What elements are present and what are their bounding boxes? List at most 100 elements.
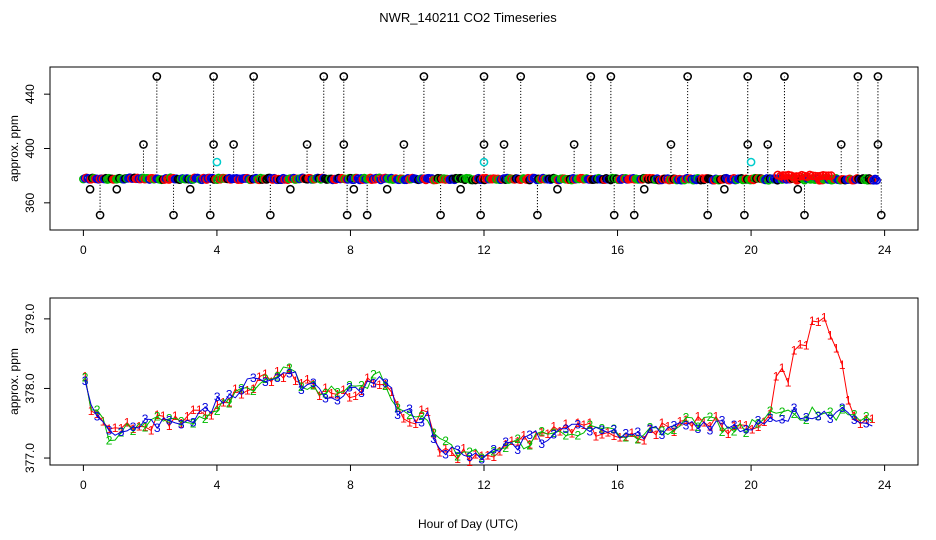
series-1-point: 1 (328, 386, 335, 400)
data-point (872, 175, 881, 185)
series-1-point: 1 (322, 381, 329, 395)
series-2-point: 2 (430, 426, 437, 440)
series-1-point: 1 (208, 408, 215, 422)
series-3-point: 3 (178, 417, 185, 431)
series-1-point: 1 (460, 442, 467, 456)
series-2-point: 2 (454, 450, 461, 464)
series-1-point: 1 (514, 435, 521, 449)
outlier-point (629, 210, 639, 220)
series-2-point: 2 (358, 379, 365, 393)
series-1-point: 1 (671, 425, 678, 439)
series-1-point: 1 (184, 409, 191, 423)
outlier-point (873, 72, 883, 81)
outlier-point (606, 72, 616, 81)
series-3-point: 3 (851, 413, 858, 427)
series-1-point: 1 (166, 419, 173, 433)
data-point (778, 171, 788, 180)
x-tick-label: 0 (80, 243, 87, 257)
series-1-point: 1 (677, 414, 684, 428)
series-3-point: 3 (154, 421, 161, 435)
y-tick-label: 360 (23, 193, 37, 213)
series-3-point: 3 (334, 394, 341, 408)
series-1-point: 1 (713, 409, 720, 423)
outlier-point (780, 72, 789, 81)
series-1-point: 1 (785, 375, 792, 389)
series-2-point: 2 (250, 384, 257, 398)
chart-title: NWR_140211 CO2 Timeseries (379, 10, 557, 25)
series-3-point: 3 (731, 418, 738, 432)
series-1-point: 1 (761, 415, 768, 429)
outlier-point (609, 210, 619, 220)
series-3-point: 3 (202, 400, 209, 414)
series-1-point: 1 (599, 427, 606, 441)
data-points (79, 72, 886, 220)
series-2-point: 2 (623, 431, 630, 445)
series-2-point: 2 (334, 386, 341, 400)
series-2-point: 2 (214, 404, 221, 418)
series-1-point: 1 (160, 409, 167, 423)
series-3-point: 3 (106, 423, 113, 437)
series-2-point: 2 (226, 396, 233, 410)
series-1-point: 1 (472, 448, 479, 462)
outlier-point (265, 210, 275, 220)
series-1-point: 1 (406, 415, 413, 429)
outlier-point (666, 140, 676, 149)
x-axis-label: Hour of Day (UTC) (418, 517, 518, 531)
series-1-point: 1 (719, 420, 726, 434)
series-1-point: 1 (304, 372, 311, 386)
series-1-point: 1 (508, 434, 515, 448)
series-3-point: 3 (550, 427, 557, 441)
series-1-point: 1 (178, 416, 185, 430)
outlier-point (286, 184, 295, 194)
series-1-point: 1 (863, 413, 870, 427)
series-2-point: 2 (647, 421, 654, 435)
series-1-point: 1 (298, 376, 305, 390)
series-3-point: 3 (358, 386, 365, 400)
series-1-line (84, 316, 873, 463)
series-1-point: 1 (641, 433, 648, 447)
outlier-point (533, 210, 542, 220)
series-3-point: 3 (671, 419, 678, 433)
series-3-point: 3 (190, 416, 197, 430)
series-2-point: 2 (635, 433, 642, 447)
x-tick-label: 8 (347, 478, 354, 492)
series-2-point: 2 (370, 368, 377, 382)
series-3-point: 3 (719, 414, 726, 428)
series-1-point: 1 (352, 389, 359, 403)
series-1-point: 1 (244, 384, 251, 398)
series-1-point: 1 (202, 408, 209, 422)
outlier-point (399, 140, 409, 149)
x-tick-label: 12 (477, 243, 491, 257)
series-3-point: 3 (466, 450, 473, 464)
series-2-point: 2 (142, 421, 149, 435)
x-tick-label: 20 (744, 478, 758, 492)
series-2-point: 2 (346, 379, 353, 393)
outlier-point (720, 184, 729, 194)
series-3-point: 3 (238, 383, 245, 397)
series-3-point: 3 (370, 376, 377, 390)
series-1-point: 1 (394, 398, 401, 412)
series-3-point: 3 (827, 412, 834, 426)
series-1-point: 1 (611, 429, 618, 443)
highlight-point (212, 157, 222, 167)
outlier-point (793, 184, 803, 194)
series-2-point: 2 (526, 439, 533, 453)
series-2-point: 2 (442, 434, 449, 448)
series-1-point: 1 (629, 426, 636, 440)
y-tick-label: 377.0 (23, 443, 37, 473)
series-2-point: 2 (791, 407, 798, 421)
series-2-point: 2 (599, 421, 606, 435)
y-tick-label: 379.0 (23, 304, 37, 334)
series-1-point: 1 (743, 418, 750, 432)
series-1-point: 1 (310, 378, 317, 392)
series-1-point: 1 (568, 426, 575, 440)
series-1-point: 1 (214, 398, 221, 412)
series-2-point: 2 (586, 418, 593, 432)
series-3-point: 3 (118, 425, 125, 439)
x-tick-label: 24 (878, 478, 892, 492)
series-1-point: 1 (586, 416, 593, 430)
series-3-point: 3 (346, 381, 353, 395)
series-1-point: 1 (286, 362, 293, 376)
series-2-point: 2 (611, 422, 618, 436)
